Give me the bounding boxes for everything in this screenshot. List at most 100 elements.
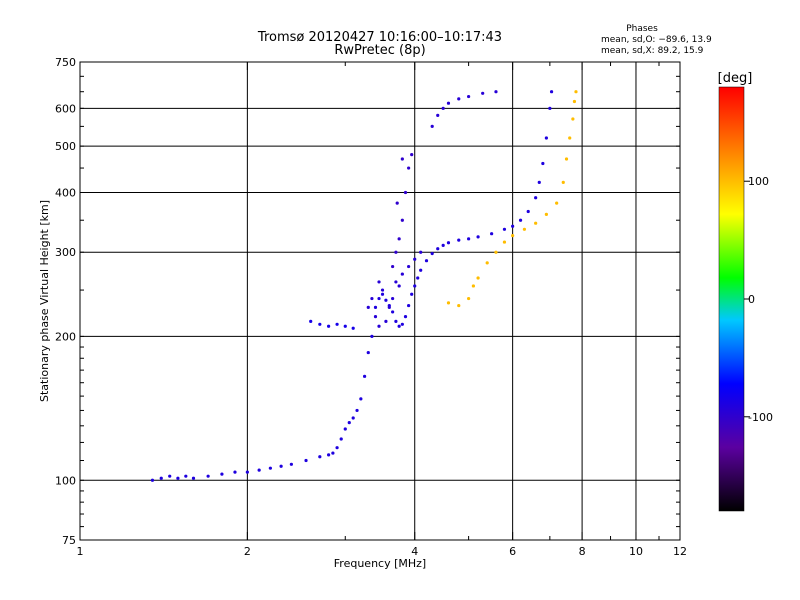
- data-point: [467, 237, 471, 241]
- y-tick-label: 200: [55, 330, 76, 343]
- phases-line-o: mean, sd,O: −89.6, 13.9: [601, 35, 712, 45]
- data-point: [481, 91, 485, 95]
- data-point: [257, 468, 261, 472]
- data-point: [410, 292, 414, 296]
- data-point: [366, 305, 370, 309]
- data-point: [446, 241, 451, 245]
- data-point: [419, 250, 423, 254]
- data-point: [327, 453, 331, 457]
- data-point: [502, 227, 507, 231]
- data-point: [526, 209, 530, 214]
- data-point: [176, 476, 180, 480]
- data-point: [184, 474, 188, 478]
- data-point: [485, 261, 489, 265]
- data-point: [572, 99, 577, 104]
- data-point: [430, 124, 434, 128]
- data-point: [446, 301, 451, 305]
- x-tick-label: 1: [77, 545, 84, 558]
- phases-line-x: mean, sd,X: 89.2, 15.9: [601, 46, 704, 56]
- data-point: [391, 296, 395, 301]
- data-point: [407, 303, 411, 308]
- x-tick-label: 10: [629, 545, 643, 558]
- data-point: [457, 238, 461, 242]
- data-point: [343, 427, 347, 431]
- x-tick-labels: 1 2 4 6 8 10 12: [77, 545, 688, 558]
- x-tick-label: 12: [673, 545, 687, 558]
- data-point: [400, 322, 404, 326]
- y-tick-label: 100: [55, 474, 76, 487]
- data-point: [380, 288, 385, 292]
- data-point: [304, 458, 308, 463]
- data-point: [467, 94, 471, 99]
- data-point: [397, 237, 401, 241]
- data-point: [494, 90, 498, 94]
- data-point: [534, 221, 538, 225]
- data-point: [407, 264, 411, 269]
- data-point: [384, 319, 388, 323]
- data-point: [476, 235, 480, 239]
- plot-area: [79, 61, 681, 541]
- data-point: [544, 136, 548, 140]
- data-point: [397, 284, 401, 288]
- y-tick-label: 400: [55, 186, 76, 199]
- chart-subtitle: RwPretec (8p): [334, 43, 425, 58]
- data-point: [518, 218, 523, 222]
- data-point: [548, 106, 552, 110]
- data-point: [424, 259, 429, 263]
- y-tick-label: 750: [55, 56, 76, 69]
- data-point: [537, 180, 541, 184]
- data-point: [220, 472, 224, 476]
- data-point: [395, 201, 399, 205]
- colorbar-tick-label: 0: [748, 293, 755, 306]
- data-point: [534, 196, 538, 200]
- data-point: [347, 421, 351, 425]
- data-point: [407, 166, 411, 170]
- data-point: [245, 470, 249, 474]
- colorbar: [718, 86, 745, 512]
- data-point: [441, 106, 445, 110]
- x-tick-label: 4: [411, 545, 418, 558]
- data-point: [335, 446, 339, 450]
- data-point: [490, 232, 494, 236]
- data-point: [574, 90, 578, 94]
- data-point: [457, 97, 461, 101]
- data-point: [309, 319, 313, 323]
- data-point: [168, 474, 172, 478]
- data-point: [413, 284, 417, 288]
- data-point: [555, 201, 559, 205]
- data-point: [568, 136, 572, 140]
- data-point: [384, 298, 388, 302]
- data-point: [335, 322, 339, 326]
- x-tick-label: 2: [244, 545, 251, 558]
- data-point: [541, 161, 545, 166]
- x-tick-label: 8: [579, 545, 586, 558]
- data-point: [343, 324, 347, 328]
- data-point: [351, 416, 355, 420]
- data-point: [400, 218, 404, 222]
- data-point: [233, 470, 237, 474]
- data-point: [362, 374, 367, 378]
- data-point: [564, 157, 569, 161]
- data-point: [476, 276, 480, 280]
- x-axis-label: Frequency [MHz]: [334, 557, 426, 570]
- data-point: [370, 334, 374, 338]
- data-point: [436, 247, 440, 251]
- data-point: [373, 315, 378, 319]
- data-point: [403, 190, 408, 195]
- grid-lines: [80, 62, 680, 540]
- data-point: [318, 455, 322, 459]
- data-point: [400, 157, 404, 161]
- data-point: [419, 268, 423, 272]
- data-point: [391, 310, 395, 314]
- data-point: [430, 252, 434, 256]
- data-point: [366, 350, 370, 355]
- x-tick-label: 6: [509, 545, 516, 558]
- data-point: [511, 224, 515, 228]
- data-point: [467, 296, 471, 301]
- data-point: [413, 257, 417, 261]
- data-point: [410, 153, 414, 157]
- data-point: [331, 451, 335, 455]
- data-point: [502, 240, 507, 244]
- data-point: [359, 397, 363, 401]
- data-point: [327, 324, 331, 328]
